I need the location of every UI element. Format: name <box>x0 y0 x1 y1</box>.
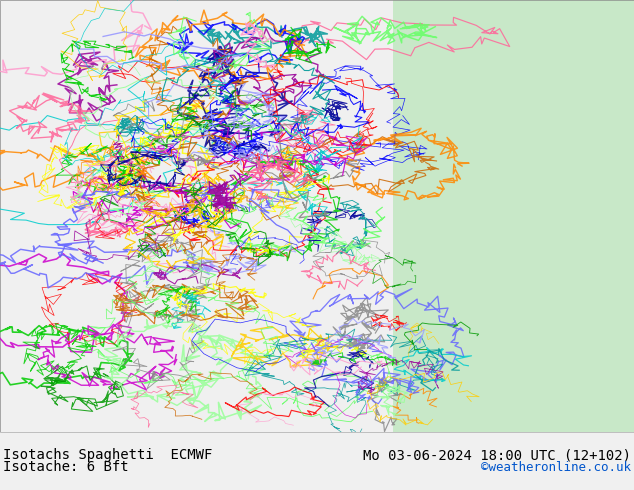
Bar <box>393 0 634 432</box>
Text: Mo 03-06-2024 18:00 UTC (12+102): Mo 03-06-2024 18:00 UTC (12+102) <box>363 448 631 463</box>
Text: Isotachs Spaghetti  ECMWF: Isotachs Spaghetti ECMWF <box>3 448 212 463</box>
Text: ©weatheronline.co.uk: ©weatheronline.co.uk <box>481 461 631 474</box>
Text: Isotache: 6 Bft: Isotache: 6 Bft <box>3 460 129 474</box>
